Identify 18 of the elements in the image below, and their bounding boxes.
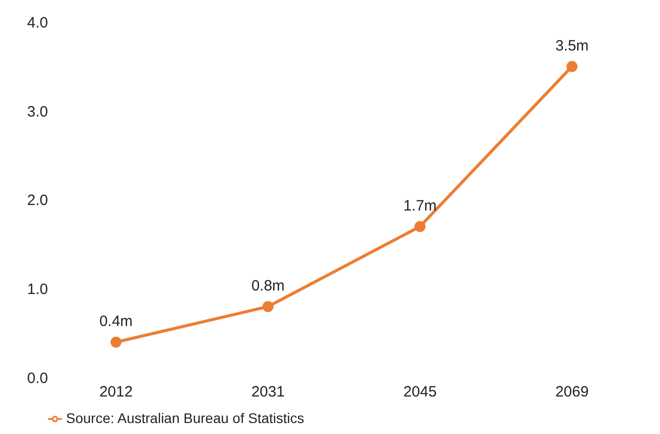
point (110, 336, 122, 348)
data-label: 1.7m (403, 198, 437, 215)
y-tick-label: 3.0 (27, 103, 48, 120)
data-label: 0.8m (251, 278, 285, 295)
data-label: 3.5m (555, 37, 589, 54)
x-tick-label: 2031 (251, 383, 285, 400)
x-tick-label: 2045 (403, 383, 437, 400)
legend-label: Source: Australian Bureau of Statistics (66, 410, 304, 426)
y-tick-label: 0.0 (27, 370, 48, 388)
data-label: 0.4m (99, 313, 133, 330)
x-tick-label: 2012 (99, 383, 133, 400)
y-tick-label: 2.0 (27, 192, 48, 210)
point (262, 301, 274, 312)
y-tick-label: 4.0 (27, 14, 48, 32)
point (414, 221, 426, 232)
point (566, 60, 578, 72)
x-tick-label: 2069 (555, 383, 589, 400)
y-tick-label: 1.0 (27, 281, 48, 298)
